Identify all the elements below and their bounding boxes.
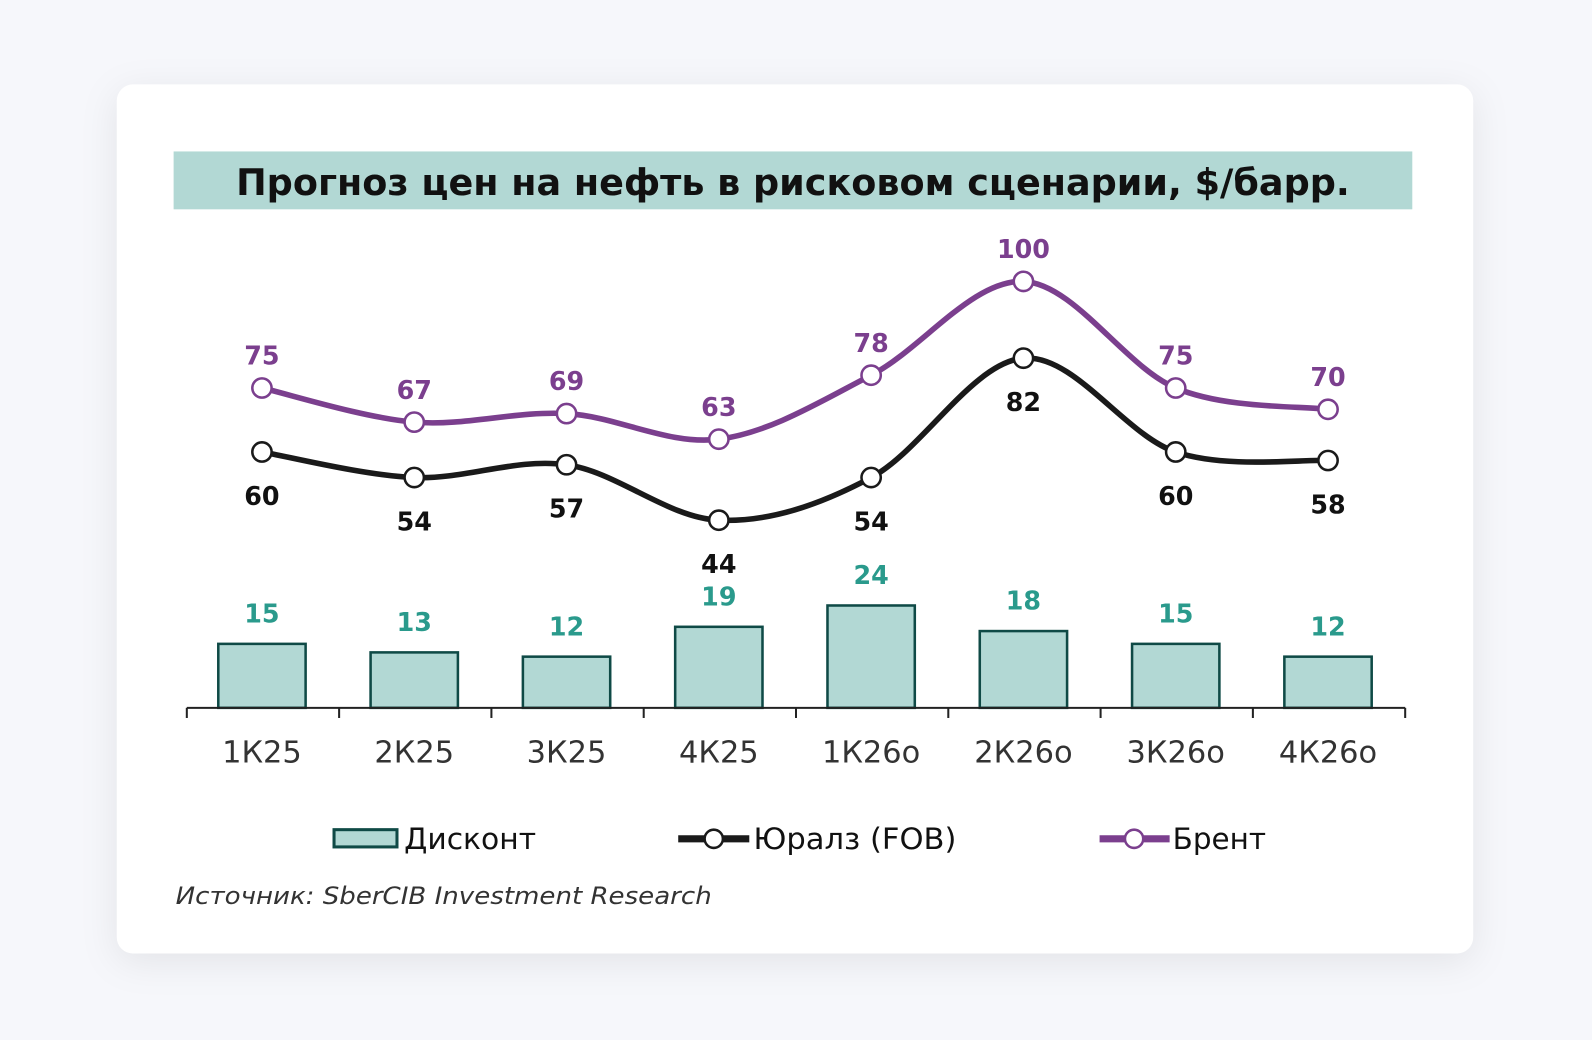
point-brent: [1164, 377, 1187, 399]
data-label-discount: 24: [853, 560, 888, 590]
point-urals: [555, 453, 578, 476]
legend-label-discount: Дисконт: [404, 822, 536, 856]
data-label-discount: 18: [1006, 586, 1041, 616]
bar-discount: [673, 625, 764, 710]
point-brent: [1012, 270, 1035, 293]
data-label-brent: 75: [1158, 341, 1193, 371]
bar-discount: [1130, 642, 1221, 710]
point-urals: [251, 441, 273, 463]
x-tick-label: 1К25: [222, 736, 302, 771]
data-label-urals: 82: [1006, 387, 1041, 417]
point-urals: [707, 509, 730, 532]
data-label-discount: 12: [1310, 611, 1345, 641]
data-label-discount: 15: [244, 599, 279, 629]
x-tick-label: 4К25: [679, 736, 759, 771]
point-urals: [1164, 441, 1187, 463]
data-label-urals: 58: [1310, 489, 1345, 519]
legend-swatch-discount: [332, 828, 399, 849]
point-brent: [403, 411, 426, 434]
data-label-brent: 63: [701, 392, 736, 422]
data-label-discount: 19: [701, 581, 736, 611]
line-urals: [261, 355, 1329, 524]
point-brent: [555, 402, 578, 425]
legend-label-brent: Брент: [1173, 822, 1266, 856]
x-tick-label: 2К26о: [974, 736, 1072, 771]
chart-title: Прогноз цен на нефть в рисковом сценарии…: [236, 161, 1350, 204]
data-label-brent: 100: [997, 234, 1050, 264]
bar-discount: [369, 651, 460, 710]
data-label-urals: 60: [244, 481, 279, 511]
point-urals: [403, 466, 426, 489]
bar-discount: [521, 655, 612, 710]
legend: Дисконт Юралз (FOB) Брент: [332, 822, 1266, 856]
point-urals: [1012, 347, 1035, 370]
data-label-brent: 67: [397, 375, 432, 405]
source-note: Источник: SberCIB Investment Research: [176, 881, 712, 910]
legend-marker-brent: [1123, 828, 1145, 850]
x-tick-label: 3К25: [527, 736, 607, 771]
point-brent: [707, 428, 730, 451]
card: [116, 84, 1474, 954]
legend-marker-urals: [703, 828, 725, 850]
data-label-urals: 60: [1158, 481, 1193, 511]
bar-discount: [826, 604, 917, 710]
data-label-brent: 78: [853, 328, 888, 358]
point-urals: [860, 466, 883, 489]
bar-discount: [217, 642, 307, 710]
data-label-brent: 75: [244, 341, 279, 371]
data-label-brent: 70: [1310, 362, 1345, 392]
bar-discount: [978, 629, 1069, 710]
data-label-discount: 15: [1158, 599, 1193, 629]
data-label-urals: 54: [397, 506, 432, 536]
legend-label-urals: Юралз (FOB): [753, 822, 956, 856]
data-label-discount: 12: [549, 611, 584, 641]
data-label-brent: 69: [549, 366, 584, 396]
line-brent: [261, 278, 1329, 443]
x-tick-label: 4К26о: [1279, 736, 1377, 771]
point-brent: [860, 364, 883, 387]
point-brent: [251, 377, 273, 399]
point-urals: [1317, 449, 1339, 472]
title-background: [173, 151, 1413, 210]
x-tick-label: 1К26о: [822, 736, 920, 771]
data-label-discount: 13: [397, 607, 432, 637]
bar-discount: [1283, 655, 1373, 710]
point-brent: [1317, 398, 1339, 421]
data-label-urals: 54: [853, 506, 888, 536]
data-label-urals: 57: [549, 494, 584, 524]
x-tick-label: 3К26о: [1127, 736, 1225, 771]
data-label-urals: 44: [701, 549, 736, 579]
x-tick-label: 2К25: [374, 736, 454, 771]
